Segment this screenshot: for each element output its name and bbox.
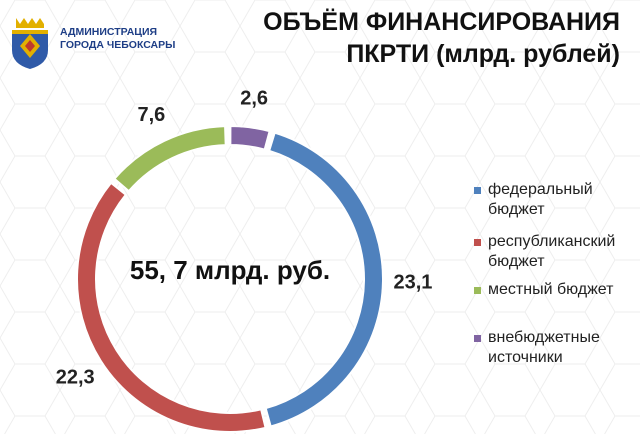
organization-name: АДМИНИСТРАЦИЯ ГОРОДА ЧЕБОКСАРЫ xyxy=(60,26,175,52)
donut-center-label: 55, 7 млрд. руб. xyxy=(130,255,330,285)
legend-swatch xyxy=(474,187,481,194)
donut-slice-local xyxy=(113,125,227,193)
legend-item-republican: республиканский бюджет xyxy=(474,232,640,272)
legend-item-federal: федеральный бюджет xyxy=(474,180,640,220)
donut-slice-republican xyxy=(76,181,267,433)
data-label-federal: 23,1 xyxy=(394,271,433,293)
slide-title: ОБЪЁМ ФИНАНСИРОВАНИЯ ПКРТИ (млрд. рублей… xyxy=(263,6,620,70)
legend-item-local: местный бюджет xyxy=(474,280,640,300)
city-coat-of-arms-logo xyxy=(12,18,48,69)
legend-label-line: местный бюджет xyxy=(488,281,614,298)
legend-label-line: бюджет xyxy=(488,253,545,270)
legend-label-line: федеральный xyxy=(488,181,593,198)
legend-swatch xyxy=(474,287,481,294)
donut-slice-federal xyxy=(264,131,384,428)
data-label-extrabudgetary: 2,6 xyxy=(240,88,268,110)
organization-name-line2: ГОРОДА ЧЕБОКСАРЫ xyxy=(60,39,176,51)
legend-item-extrabudgetary: внебюджетные источники xyxy=(474,328,640,368)
legend-label-line: внебюджетные xyxy=(488,329,600,346)
donut-slice-extrabudgetary xyxy=(229,124,271,151)
legend-label-line: бюджет xyxy=(488,201,545,218)
legend-label-line: республиканский xyxy=(488,233,616,250)
legend-swatch xyxy=(474,335,481,342)
data-label-local: 7,6 xyxy=(137,104,165,126)
legend-label-line: источники xyxy=(488,349,563,366)
legend-swatch xyxy=(474,239,481,246)
slide-title-line1: ОБЪЁМ ФИНАНСИРОВАНИЯ xyxy=(263,8,620,36)
organization-name-line1: АДМИНИСТРАЦИЯ xyxy=(60,26,158,38)
data-label-republican: 22,3 xyxy=(56,367,95,389)
slide-title-line2: ПКРТИ (млрд. рублей) xyxy=(346,40,620,68)
